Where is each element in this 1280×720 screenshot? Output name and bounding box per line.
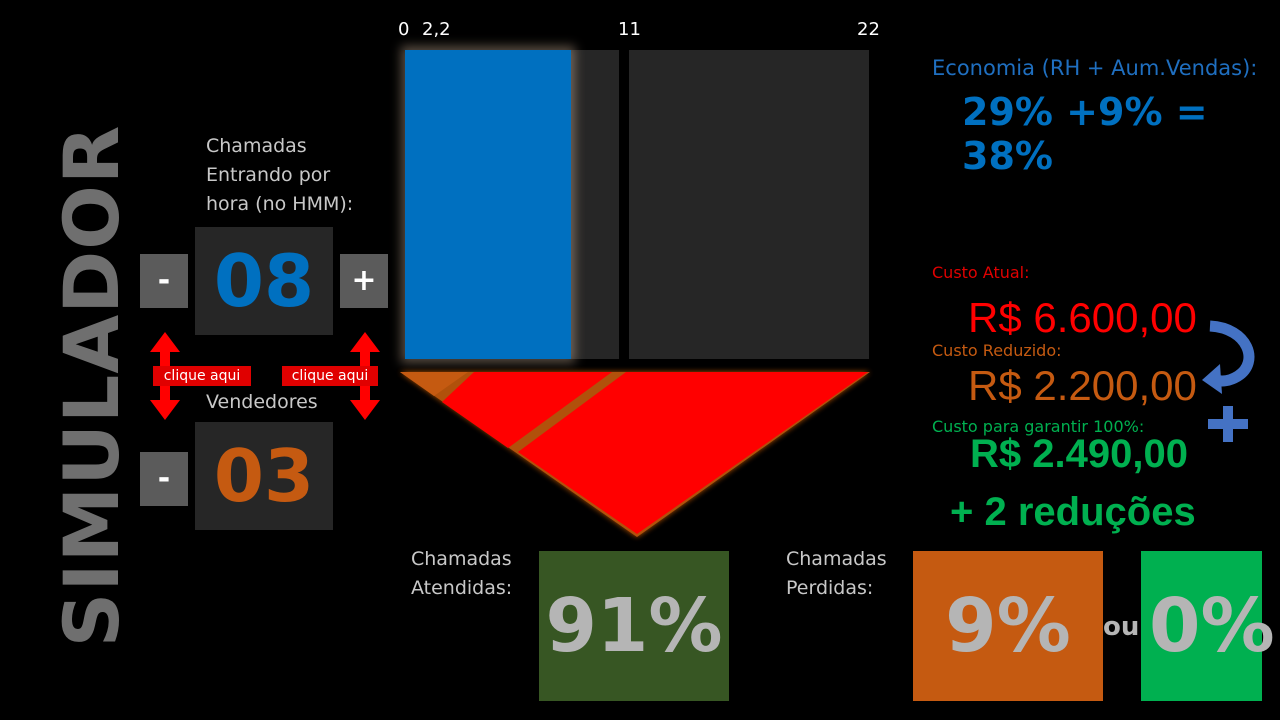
calls-minus-button[interactable]: -: [140, 254, 188, 308]
curved-arrow-icon: [1202, 320, 1255, 394]
tick-22: 22: [857, 19, 880, 40]
calls-plus-button[interactable]: +: [340, 254, 388, 308]
answered-label: Chamadas Atendidas:: [411, 545, 512, 603]
sellers-label: Vendedores: [206, 391, 318, 413]
tick-11: 11: [618, 19, 641, 40]
sellers-minus-button[interactable]: -: [140, 452, 188, 506]
click-hint-left[interactable]: clique aqui: [153, 366, 251, 386]
answered-percentage: 91%: [539, 551, 729, 701]
guarantee-cost-value: R$ 2.490,00: [970, 432, 1188, 476]
answered-label-line2: Atendidas:: [411, 577, 513, 599]
lost-label: Chamadas Perdidas:: [786, 545, 887, 603]
lost-label-line2: Perdidas:: [786, 577, 874, 599]
reduced-cost-value: R$ 2.200,00: [968, 362, 1197, 409]
calls-label: Chamadas Entrando por hora (no HMM):: [206, 135, 354, 215]
answered-label-line1: Chamadas: [411, 548, 512, 570]
or-label: ou: [1103, 612, 1140, 642]
capacity-bar-second: [629, 50, 869, 359]
lost-label-line1: Chamadas: [786, 548, 887, 570]
current-cost-value: R$ 6.600,00: [968, 294, 1197, 341]
tick-2-2: 2,2: [422, 19, 451, 40]
reduced-cost-label: Custo Reduzido:: [932, 341, 1062, 360]
calls-fill-bar: [405, 50, 571, 359]
economy-value: 29% +9% = 38%: [962, 90, 1208, 178]
sellers-value: 03: [195, 422, 333, 530]
lost-alt-percentage: 0%: [1141, 551, 1275, 701]
plus-icon: [1208, 406, 1248, 442]
click-hint-right[interactable]: clique aqui: [282, 366, 378, 386]
current-cost-label: Custo Atual:: [932, 263, 1030, 282]
lost-percentage: 9%: [913, 551, 1103, 701]
guarantee-cost-label: Custo para garantir 100%:: [932, 417, 1145, 436]
economy-label: Economia (RH + Aum.Vendas):: [932, 56, 1258, 80]
funnel-graphic: [400, 372, 870, 537]
extra-reductions: + 2 reduções: [950, 490, 1196, 534]
tick-0: 0: [398, 19, 410, 40]
calls-value: 08: [195, 227, 333, 335]
simulator-title: SIMULADOR: [47, 124, 136, 648]
